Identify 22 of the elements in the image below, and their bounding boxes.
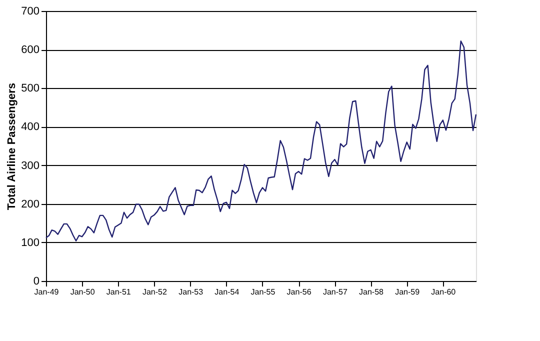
- x-tick-label: Jan-55: [250, 288, 276, 296]
- y-tick-label: 300: [21, 160, 40, 172]
- x-tick-label: Jan-52: [142, 288, 168, 296]
- y-tick-label: 500: [21, 82, 40, 95]
- x-tick-label: Jan-57: [322, 288, 348, 296]
- x-tick-label: Jan-54: [214, 288, 240, 296]
- x-tick-label: Jan-49: [34, 288, 60, 296]
- x-tick-label: Jan-51: [106, 288, 132, 296]
- y-tick-label: 600: [21, 44, 40, 56]
- x-tick-label: Jan-59: [395, 288, 420, 296]
- y-tick-label: 700: [21, 6, 40, 18]
- x-tick-label: Jan-58: [359, 288, 384, 296]
- x-tick-label: Jan-56: [286, 288, 312, 296]
- y-tick-label: 0: [33, 276, 40, 288]
- line-series: [45, 40, 477, 242]
- x-tick-label: Jan-50: [70, 288, 96, 296]
- x-tick-label: Jan-60: [431, 288, 456, 296]
- x-tick-label: Jan-53: [178, 288, 204, 296]
- y-tick-label: 400: [21, 121, 40, 134]
- y-axis-title: Total Airline Passengers: [6, 82, 18, 210]
- y-tick-label: 200: [21, 198, 40, 210]
- y-tick-label: 100: [21, 236, 40, 249]
